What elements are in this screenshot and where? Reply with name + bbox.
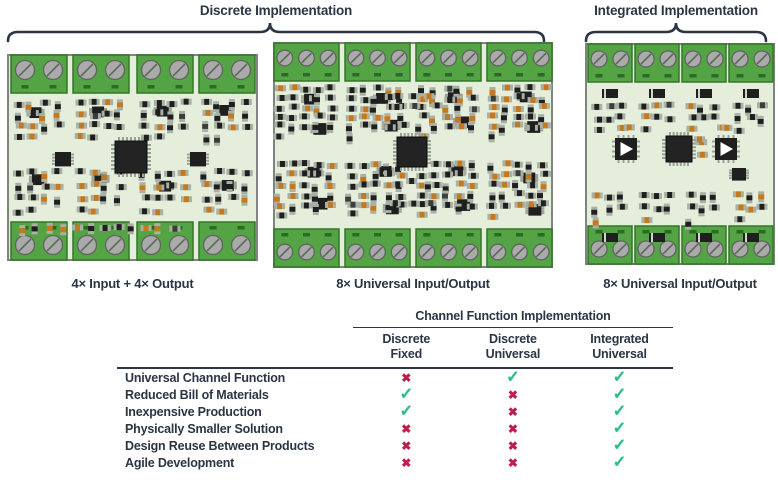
table-row: Physically Smaller Solution ✖ ✖ ✓ <box>117 420 673 437</box>
table-row: Reduced Bill of Materials ✓ ✖ ✓ <box>117 386 673 403</box>
smd-components <box>12 98 254 237</box>
table-cell: ✓ <box>460 369 567 387</box>
pcb-board-integrated-universal <box>585 43 775 270</box>
column-header-line: Universal <box>592 346 647 361</box>
check-icon: ✓ <box>399 402 413 420</box>
cross-icon: ✖ <box>401 455 412 470</box>
ic-chips <box>602 89 759 242</box>
row-label: Design Reuse Between Products <box>125 438 315 453</box>
row-label: Reduced Bill of Materials <box>125 387 269 402</box>
row-label: Physically Smaller Solution <box>125 421 283 436</box>
check-icon: ✓ <box>506 368 520 386</box>
pcb-graphic-integrated-universal <box>585 43 775 265</box>
smd-components <box>591 101 768 230</box>
table-cell: ✓ <box>566 403 673 421</box>
row-label: Agile Development <box>125 455 235 470</box>
table-cell: ✓ <box>353 386 460 404</box>
cross-icon: ✖ <box>507 404 518 419</box>
integrated-brace <box>584 22 768 43</box>
table-cell: ✖ <box>353 454 460 472</box>
cross-icon: ✖ <box>507 421 518 436</box>
check-icon: ✓ <box>612 419 627 437</box>
table-cell: ✓ <box>566 369 673 387</box>
row-label: Inexpensive Production <box>125 404 262 419</box>
ic-chips <box>52 137 209 177</box>
table-row: Agile Development ✖ ✖ ✓ <box>117 454 673 471</box>
table-cell: ✖ <box>460 437 567 455</box>
table-row: Universal Channel Function ✖ ✓ ✓ <box>117 369 673 386</box>
cross-icon: ✖ <box>507 387 518 402</box>
table-cell: ✖ <box>353 369 460 387</box>
table-cell: ✖ <box>353 437 460 455</box>
pcb-board-discrete-fixed <box>7 54 258 266</box>
table-cell: ✓ <box>566 437 673 455</box>
column-header-discrete-fixed: Discrete Fixed <box>353 332 460 362</box>
table-cell: ✓ <box>353 403 460 421</box>
smd-components <box>273 84 552 220</box>
pcb-graphic-discrete-universal <box>273 42 553 268</box>
comparison-table: Channel Function Implementation Discrete… <box>117 309 673 471</box>
integrated-implementation-title: Integrated Implementation <box>594 3 758 18</box>
cross-icon: ✖ <box>507 455 518 470</box>
table-cell: ✓ <box>566 454 673 472</box>
table-row: Design Reuse Between Products ✖ ✖ ✓ <box>117 437 673 454</box>
check-icon: ✓ <box>612 385 627 403</box>
table-column-headers: Discrete Fixed Discrete Universal Integr… <box>117 328 673 369</box>
table-cell: ✖ <box>460 420 567 438</box>
cross-icon: ✖ <box>401 370 412 385</box>
board-caption-discrete-universal: 8× Universal Input/Output <box>336 276 490 291</box>
column-header-line: Discrete <box>489 332 537 346</box>
table-cell: ✓ <box>566 420 673 438</box>
column-header-line: Integrated <box>590 332 649 346</box>
table-cell: ✖ <box>460 386 567 404</box>
cross-icon: ✖ <box>401 438 412 453</box>
braces-overlay <box>6 22 768 43</box>
check-icon: ✓ <box>399 385 413 403</box>
terminal-blocks <box>273 42 553 268</box>
row-label: Universal Channel Function <box>125 370 286 385</box>
board-caption-integrated-universal: 8× Universal Input/Output <box>603 276 757 291</box>
check-icon: ✓ <box>612 453 627 471</box>
table-cell: ✖ <box>353 420 460 438</box>
terminal-blocks <box>587 43 774 265</box>
discrete-implementation-title: Discrete Implementation <box>199 3 353 18</box>
cross-icon: ✖ <box>401 421 412 436</box>
column-header-discrete-universal: Discrete Universal <box>460 332 567 362</box>
column-header-line: Universal <box>485 346 541 361</box>
check-icon: ✓ <box>612 368 627 386</box>
cross-icon: ✖ <box>507 438 518 453</box>
check-icon: ✓ <box>612 436 627 454</box>
check-icon: ✓ <box>612 402 627 420</box>
column-header-line: Discrete <box>382 332 431 346</box>
pcb-graphic-discrete-fixed <box>7 54 258 261</box>
ic-chips <box>393 133 431 171</box>
table-body: Universal Channel Function ✖ ✓ ✓ Reduced Bil… <box>117 369 673 472</box>
table-cell: ✖ <box>460 454 567 472</box>
discrete-brace <box>6 22 546 43</box>
pcb-board-discrete-universal <box>273 42 553 273</box>
table-row: Inexpensive Production ✓ ✖ ✓ <box>117 403 673 420</box>
table-cell: ✖ <box>460 403 567 421</box>
board-caption-discrete-fixed: 4× Input + 4× Output <box>71 276 194 291</box>
table-title-row: Channel Function Implementation <box>117 309 673 328</box>
table-cell: ✓ <box>566 386 673 404</box>
column-header-line: Fixed <box>390 346 423 361</box>
column-header-integrated-universal: Integrated Universal <box>566 332 673 362</box>
table-title: Channel Function Implementation <box>353 309 673 328</box>
